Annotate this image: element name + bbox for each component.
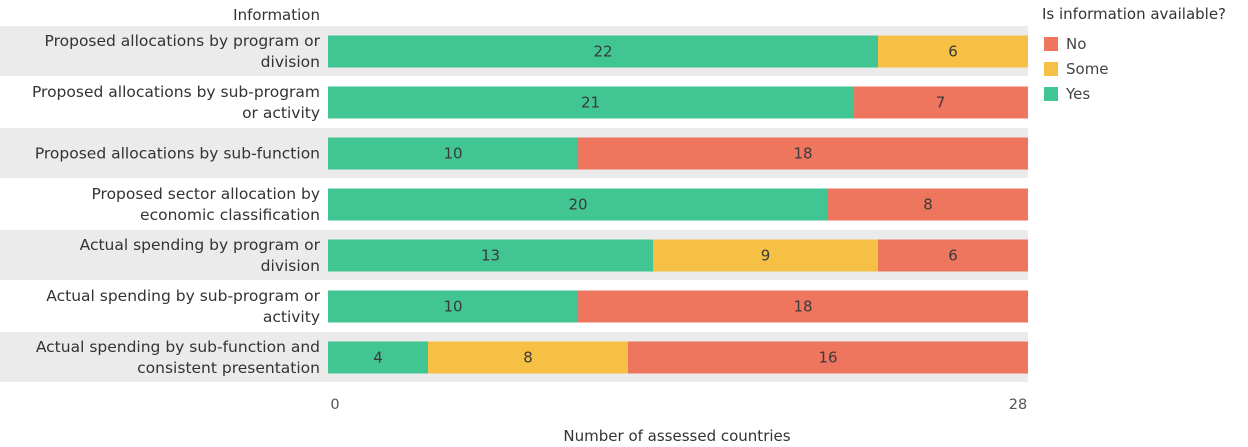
legend-label-some: Some xyxy=(1066,60,1109,78)
bar-segment-some xyxy=(428,341,628,374)
bar-value-label: 4 xyxy=(373,349,383,367)
bar-segment-no xyxy=(578,137,1028,170)
row-label: Proposed allocations by program or divisi… xyxy=(45,32,321,71)
bar-value-label: 6 xyxy=(948,43,958,61)
bar-value-label: 10 xyxy=(443,145,462,163)
row-label: Actual spending by sub-function and consi… xyxy=(36,338,320,377)
bar-segment-no xyxy=(828,188,1028,221)
x-tick-label: 0 xyxy=(330,397,339,413)
bar-segment-no xyxy=(878,239,1028,272)
row-label: Proposed allocations by sub-program or ac… xyxy=(32,83,320,122)
row-label: Proposed sector allocation by economic cl… xyxy=(91,185,320,224)
bar-segment-yes xyxy=(328,239,653,272)
bar-segment-yes xyxy=(328,290,578,323)
bar-segment-yes xyxy=(328,341,428,374)
bar-value-label: 7 xyxy=(936,94,946,112)
bar-segment-yes xyxy=(328,86,853,119)
bar-segment-no xyxy=(853,86,1028,119)
x-axis-title: Number of assessed countries xyxy=(563,427,790,445)
legend-title: Is information available? xyxy=(1042,5,1226,23)
legend: Is information available? No Some Yes xyxy=(1042,5,1226,103)
bar-value-label: 16 xyxy=(818,349,837,367)
row-labels: Proposed allocations by program or divisi… xyxy=(32,32,321,377)
bar-segment-yes xyxy=(328,35,878,68)
bars: 22 6 21 7 10 18 20 8 13 9 6 10 18 4 8 16 xyxy=(328,35,1028,374)
bar-value-label: 18 xyxy=(793,298,812,316)
x-tick-label: 28 xyxy=(1009,397,1027,413)
legend-swatch-no[interactable] xyxy=(1044,37,1058,51)
bar-segment-some xyxy=(653,239,878,272)
row-label: Actual spending by program or division xyxy=(80,236,321,275)
bar-value-label: 8 xyxy=(923,196,933,214)
bar-segment-yes xyxy=(328,137,578,170)
row-label: Actual spending by sub-program or activit… xyxy=(46,287,320,326)
bar-value-label: 13 xyxy=(481,247,500,265)
bar-segment-some xyxy=(878,35,1028,68)
legend-label-no: No xyxy=(1066,35,1086,53)
x-axis: 0 28 xyxy=(330,397,1027,413)
bar-segment-no xyxy=(578,290,1028,323)
bar-segment-no xyxy=(628,341,1028,374)
bar-value-label: 6 xyxy=(948,247,958,265)
bar-value-label: 21 xyxy=(581,94,600,112)
legend-swatch-yes[interactable] xyxy=(1044,87,1058,101)
legend-label-yes: Yes xyxy=(1065,85,1090,103)
bar-value-label: 22 xyxy=(593,43,612,61)
bar-value-label: 9 xyxy=(761,247,771,265)
row-label: Proposed allocations by sub-function xyxy=(35,145,320,163)
legend-swatch-some[interactable] xyxy=(1044,62,1058,76)
bar-value-label: 8 xyxy=(523,349,533,367)
bar-segment-yes xyxy=(328,188,828,221)
bar-value-label: 10 xyxy=(443,298,462,316)
row-header: Information xyxy=(233,6,320,24)
bar-value-label: 18 xyxy=(793,145,812,163)
bar-value-label: 20 xyxy=(568,196,587,214)
